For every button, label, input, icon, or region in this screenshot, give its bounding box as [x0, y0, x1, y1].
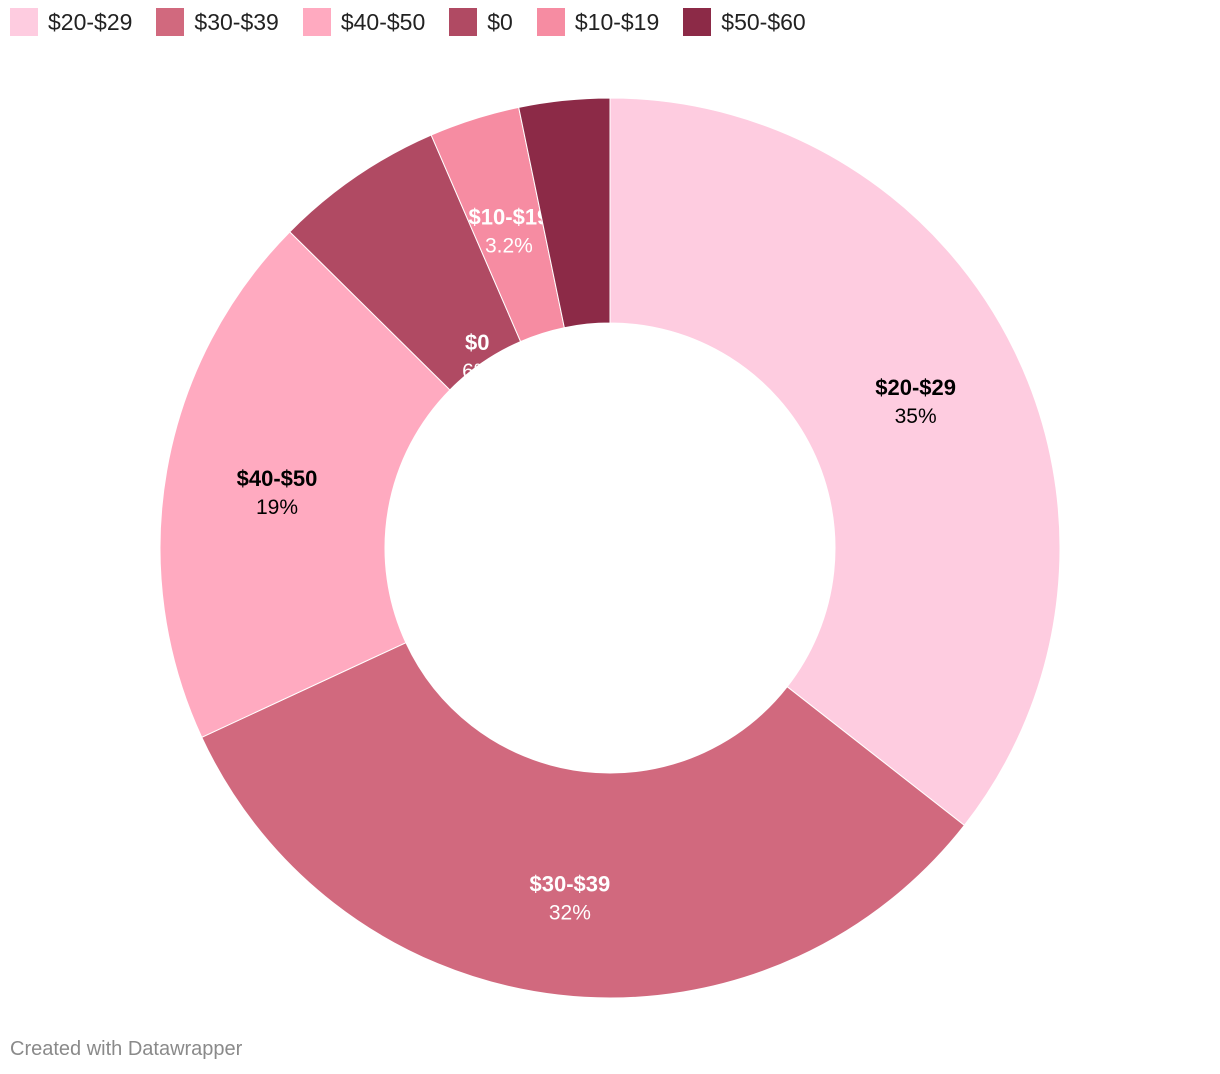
slice-label-percent: 35% [895, 405, 937, 428]
legend-swatch [683, 8, 712, 36]
legend: $20-$29 $30-$39 $40-$50 $0 $10-$19 $50-$… [10, 8, 830, 36]
datawrapper-credit: Created with Datawrapper [10, 1038, 243, 1060]
legend-label: $0 [487, 8, 513, 35]
slice-label-percent: 32% [549, 902, 591, 925]
legend-label: $40-$50 [340, 8, 426, 35]
legend-item-0: $0 [449, 8, 513, 36]
legend-item-30-39: $30-$39 [156, 8, 279, 36]
legend-label: $50-$60 [721, 8, 806, 35]
legend-swatch [10, 8, 38, 36]
legend-swatch [449, 8, 478, 36]
slice-label-name: $20-$29 [875, 375, 956, 400]
slice-label: $20-$29 35% [875, 375, 956, 428]
legend-item-40-50: $40-$50 [302, 8, 426, 36]
slice-label: $40-$50 19% [237, 466, 318, 519]
slice-30-39 [201, 641, 966, 999]
slice-label-percent: 6% [462, 360, 492, 383]
slice-label-percent: 19% [256, 496, 298, 519]
legend-item-20-29: $20-$29 [10, 8, 132, 36]
legend-item-50-60: $50-$60 [683, 8, 806, 36]
legend-label: $10-$19 [574, 8, 660, 35]
slice-label-name: $40-$50 [237, 466, 318, 491]
legend-label: $30-$39 [194, 8, 279, 35]
slice-50-60 [518, 97, 611, 329]
slice-label-name: $30-$39 [529, 872, 610, 897]
legend-swatch [156, 8, 185, 36]
slice-label-name: $10-$19 [469, 205, 550, 230]
slice-label: $10-$19 3.2% [469, 205, 550, 258]
slice-40-50 [159, 231, 451, 738]
slice-label: $06% [462, 330, 492, 383]
legend-item-10-19: $10-$19 [536, 8, 660, 36]
slice-label-percent: 3.2% [485, 235, 533, 258]
legend-swatch [302, 8, 331, 36]
legend-label: $20-$29 [48, 8, 133, 35]
slice-label: $30-$39 32% [529, 872, 610, 925]
legend-swatch [536, 8, 565, 36]
slice-label-name: $0 [465, 330, 489, 355]
slice-20-29 [609, 97, 1061, 827]
